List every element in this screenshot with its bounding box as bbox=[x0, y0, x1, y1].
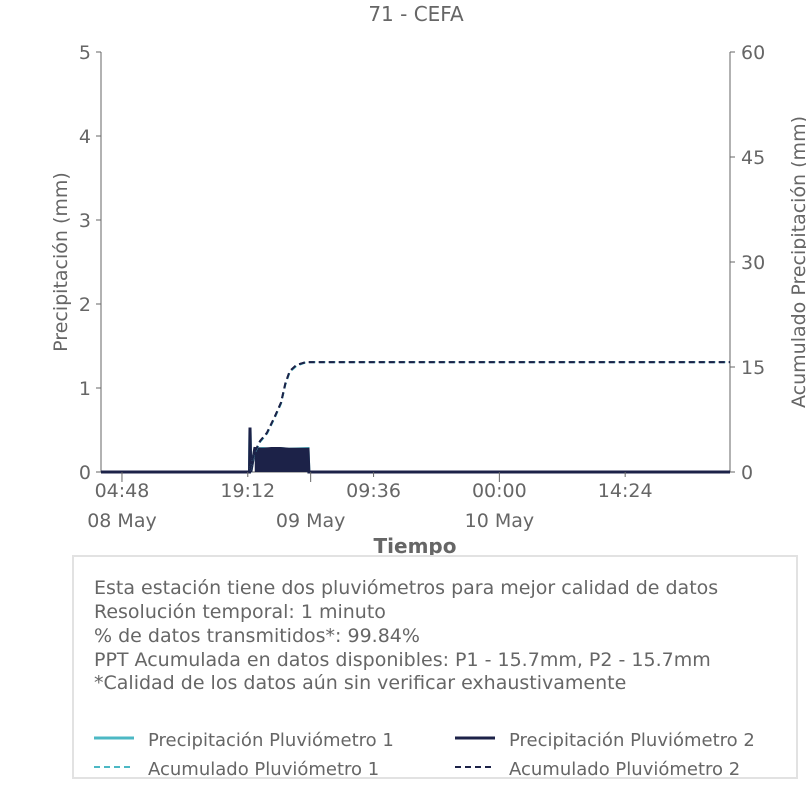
legend-swatch-p2 bbox=[455, 736, 495, 740]
legend-swatch-acum-p2 bbox=[455, 766, 495, 768]
x-tick-label: 04:48 bbox=[95, 480, 150, 502]
series-precipitaci-n-pluvi-metro-2 bbox=[101, 427, 730, 474]
x-tick-date-label: 09 May bbox=[276, 510, 346, 532]
legend-swatch-acum-p1 bbox=[94, 766, 134, 768]
legend-swatch-p1 bbox=[94, 736, 134, 740]
x-tick-date-label: 08 May bbox=[87, 510, 157, 532]
y-axis-right-label: Acumulado Precipitación (mm) bbox=[788, 116, 806, 408]
x-tick-date-label: 10 May bbox=[465, 510, 535, 532]
y-left-tick-label: 2 bbox=[79, 294, 91, 316]
y-right-tick-label: 60 bbox=[741, 42, 765, 64]
series-acumulado-pluvi-metro-1 bbox=[101, 361, 730, 473]
chart-title: 71 - CEFA bbox=[368, 2, 464, 26]
x-tick-label: 19:12 bbox=[220, 480, 275, 502]
series-acumulado-pluvi-metro-2 bbox=[101, 361, 730, 473]
series-overlay-acumulado-pluvi-metro-1 bbox=[101, 361, 730, 473]
x-tick-label: 09:36 bbox=[346, 480, 401, 502]
x-tick-label: 14:24 bbox=[598, 480, 653, 502]
info-line-quality-note: *Calidad de los datos aún sin verificar … bbox=[94, 672, 627, 694]
y-right-tick-label: 45 bbox=[741, 147, 765, 169]
info-box: Esta estación tiene dos pluviómetros par… bbox=[72, 555, 798, 780]
info-line-transmitted: % de datos transmitidos*: 99.84% bbox=[94, 625, 420, 647]
info-line-resolution: Resolución temporal: 1 minuto bbox=[94, 601, 386, 623]
info-line-accumulated: PPT Acumulada en datos disponibles: P1 -… bbox=[94, 649, 711, 671]
legend-label-p1: Precipitación Pluviómetro 1 bbox=[148, 730, 394, 751]
series-overlay-acumulado-pluvi-metro-2 bbox=[101, 361, 730, 473]
y-left-tick-label: 3 bbox=[79, 210, 91, 232]
y-right-tick-label: 0 bbox=[741, 462, 753, 484]
legend-label-acum-p1: Acumulado Pluviómetro 1 bbox=[148, 759, 380, 780]
y-axis-left-label: Precipitación (mm) bbox=[50, 172, 72, 352]
y-left-tick-label: 5 bbox=[79, 42, 91, 64]
legend-label-acum-p2: Acumulado Pluviómetro 2 bbox=[509, 759, 741, 780]
x-tick-label: 00:00 bbox=[472, 480, 527, 502]
y-right-tick-label: 15 bbox=[741, 357, 765, 379]
x-axis-label: Tiempo bbox=[374, 534, 457, 558]
series-precipitaci-n-pluvi-metro-1 bbox=[101, 429, 730, 474]
info-line-dual-gauge: Esta estación tiene dos pluviómetros par… bbox=[94, 577, 719, 599]
y-left-tick-label: 0 bbox=[79, 462, 91, 484]
precip-bars-p2 bbox=[254, 448, 309, 472]
legend-label-p2: Precipitación Pluviómetro 2 bbox=[509, 730, 755, 751]
y-left-tick-label: 1 bbox=[79, 378, 91, 400]
y-right-tick-label: 30 bbox=[741, 252, 765, 274]
y-left-tick-label: 4 bbox=[79, 126, 91, 148]
